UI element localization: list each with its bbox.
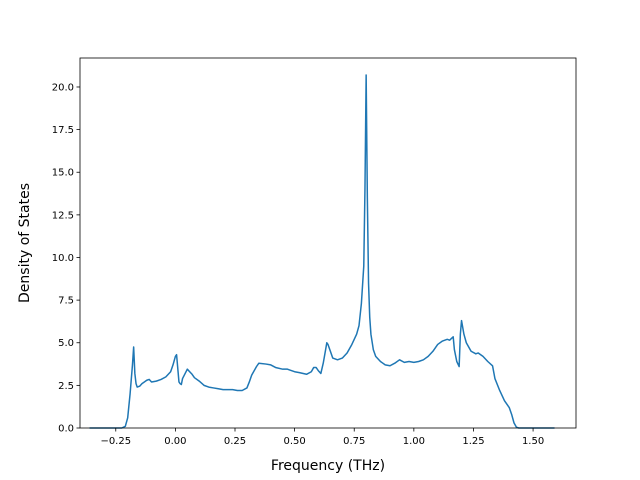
y-tick-label: 5.0 [58,338,74,349]
x-tick-label: 1.00 [403,436,425,447]
x-tick-label: 1.50 [522,436,544,447]
y-tick-label: 7.5 [58,296,74,307]
y-tick-label: 15.0 [52,168,74,179]
y-tick-label: 12.5 [52,210,74,221]
x-axis-title: Frequency (THz) [271,458,385,474]
plot-frame [79,57,577,429]
x-tick-label: 0.00 [164,436,186,447]
series-layer [89,74,555,429]
y-tick-label: 0.0 [58,424,74,435]
plot-area [80,58,576,428]
y-axis: 0.0 2.5 5.0 7.5 10.0 12.5 15.0 17.5 20.0 [52,82,80,435]
x-tick-label: 0.50 [283,436,305,447]
x-axis: −0.25 0.00 0.25 0.50 0.75 1.00 1.25 1.50 [100,428,544,447]
y-tick-label: 17.5 [52,125,74,136]
x-tick-label: 0.75 [343,436,365,447]
x-tick-label: −0.25 [100,436,131,447]
x-tick-label: 0.25 [224,436,246,447]
y-tick-label: 10.0 [52,253,74,264]
dos-series-line [89,74,555,429]
y-tick-label: 2.5 [58,381,74,392]
x-tick-label: 1.25 [462,436,484,447]
y-axis-title: Density of States [17,183,33,303]
y-tick-label: 20.0 [52,82,74,93]
